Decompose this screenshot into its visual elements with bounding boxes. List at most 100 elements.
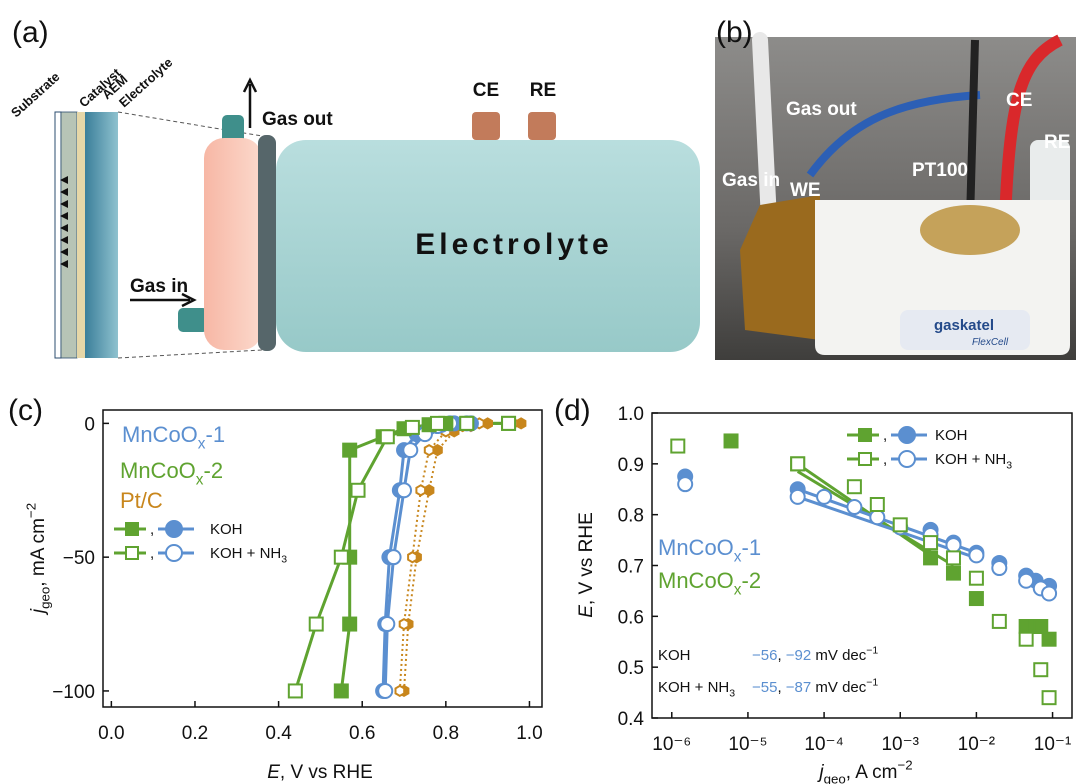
- photo: [715, 37, 1076, 360]
- text-part: MnCoO: [120, 458, 196, 483]
- text-part: −1: [866, 644, 878, 656]
- y-tick-label: 0.4: [618, 709, 645, 730]
- y-tick-label: 1.0: [618, 404, 644, 425]
- x-tick-label: 0.0: [98, 723, 124, 744]
- chamber-label: Electrolyte: [415, 228, 612, 261]
- marker-square: [1034, 620, 1047, 633]
- x-tick-label: 1.0: [516, 723, 542, 744]
- marker-square: [126, 547, 138, 559]
- text-part: mV dec: [811, 679, 867, 696]
- marker-square: [871, 498, 884, 511]
- marker-circle: [899, 427, 915, 443]
- marker-hexagon: [483, 418, 492, 428]
- x-tick-label: 10⁻⁵: [728, 734, 767, 755]
- panel-label: (d): [554, 394, 591, 427]
- marker-square: [924, 536, 937, 549]
- y-tick-label: 0.6: [618, 607, 644, 628]
- legend-separator: ,: [150, 521, 154, 538]
- substrate-layer: [55, 112, 61, 358]
- text-part: -2: [742, 568, 762, 593]
- marker-circle: [870, 510, 884, 524]
- marker-hexagon: [396, 686, 405, 696]
- marker-square: [289, 684, 302, 697]
- electrode-label: CE: [473, 80, 499, 101]
- photo-label: PT100: [912, 160, 968, 181]
- text-part: KOH + NH: [658, 679, 729, 696]
- text-part: MnCoO: [658, 568, 734, 593]
- legend-label: KOH + NH3: [935, 451, 1012, 472]
- text-part: −87: [786, 679, 811, 696]
- text-part: Pt/C: [120, 488, 163, 513]
- series-label: Pt/C: [120, 488, 163, 513]
- marker-square: [970, 572, 983, 585]
- marker-square: [1034, 663, 1047, 676]
- legend-label: KOH: [210, 521, 243, 538]
- marker-circle: [969, 548, 983, 562]
- y-tick-label: 0.7: [618, 557, 644, 578]
- text-part: −2: [898, 757, 913, 772]
- marker-hexagon: [433, 445, 442, 455]
- marker-square: [671, 440, 684, 453]
- marker-circle: [166, 521, 182, 537]
- panel-label: (a): [12, 16, 49, 49]
- marker-square: [343, 618, 356, 631]
- marker-circle: [1019, 574, 1033, 588]
- series-label: MnCoOx-1: [122, 422, 225, 453]
- text-part: 3: [729, 688, 735, 700]
- marker-circle: [378, 684, 392, 698]
- y-tick-label: −50: [63, 548, 95, 569]
- marker-square: [431, 417, 444, 430]
- panel-label: (c): [8, 394, 43, 427]
- marker-square: [924, 551, 937, 564]
- counter-electrode: [472, 112, 500, 140]
- marker-square: [970, 592, 983, 605]
- marker-square: [1043, 633, 1056, 646]
- text-part: −55: [752, 679, 777, 696]
- marker-circle: [397, 483, 411, 497]
- schematic: [55, 80, 700, 358]
- marker-circle: [899, 451, 915, 467]
- panel-label: (b): [716, 16, 753, 49]
- gas-chamber: [204, 138, 262, 350]
- gas-in-tube: [178, 308, 208, 332]
- text-part: KOH: [935, 427, 968, 444]
- text-part: KOH: [210, 521, 243, 538]
- cell-window: [920, 205, 1020, 255]
- photo-label: RE: [1044, 132, 1070, 153]
- text-part: −56: [752, 647, 777, 664]
- marker-square: [947, 567, 960, 580]
- marker-hexagon: [425, 445, 434, 455]
- legend-separator: ,: [883, 427, 887, 444]
- electrode-plate: [258, 135, 276, 351]
- text-part: geo: [38, 587, 53, 609]
- legend-label: KOH: [935, 427, 968, 444]
- zoom-line: [118, 350, 262, 358]
- marker-circle: [166, 545, 182, 561]
- text-part: , mA cm: [28, 518, 49, 587]
- photo-model: FlexCell: [972, 337, 1009, 348]
- text-part: -1: [742, 535, 762, 560]
- series-line: [341, 423, 508, 691]
- text-part: KOH + NH: [935, 451, 1006, 468]
- marker-circle: [791, 490, 805, 504]
- marker-circle: [380, 617, 394, 631]
- layer-label: Substrate: [8, 69, 63, 120]
- electrolyte-layer: [85, 112, 118, 358]
- marker-square: [502, 417, 515, 430]
- marker-square: [848, 480, 861, 493]
- marker-circle: [403, 443, 417, 457]
- x-tick-label: 0.2: [182, 723, 208, 744]
- photo-label: WE: [790, 180, 821, 201]
- marker-square: [993, 615, 1006, 628]
- series-label: MnCoOx-2: [658, 568, 761, 599]
- x-tick-label: 0.4: [265, 723, 292, 744]
- x-tick-label: 10⁻⁴: [804, 734, 843, 755]
- y-axis-label: jgeo, mA cm−2: [23, 503, 52, 616]
- text-part: ,: [777, 679, 785, 696]
- marker-square: [335, 551, 348, 564]
- cable: [970, 40, 975, 220]
- marker-square: [352, 484, 365, 497]
- marker-square: [1043, 691, 1056, 704]
- annotation: −55, −87 mV dec−1: [752, 676, 878, 696]
- marker-square: [406, 421, 419, 434]
